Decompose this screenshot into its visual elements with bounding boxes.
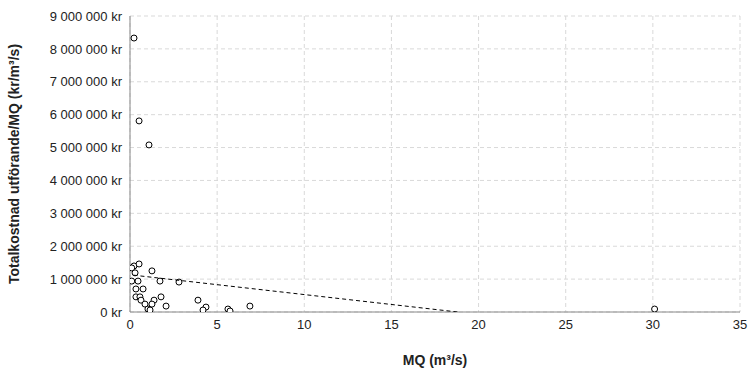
svg-text:5: 5 xyxy=(214,317,221,332)
svg-text:35: 35 xyxy=(733,317,747,332)
svg-text:0: 0 xyxy=(126,317,133,332)
svg-text:30: 30 xyxy=(646,317,660,332)
svg-text:4 000 000 kr: 4 000 000 kr xyxy=(50,173,123,188)
svg-text:1 000 000 kr: 1 000 000 kr xyxy=(50,272,123,287)
svg-text:2 000 000 kr: 2 000 000 kr xyxy=(50,239,123,254)
svg-text:20: 20 xyxy=(471,317,485,332)
svg-text:6 000 000 kr: 6 000 000 kr xyxy=(50,107,123,122)
svg-text:15: 15 xyxy=(384,317,398,332)
svg-text:0 kr: 0 kr xyxy=(100,305,122,320)
svg-text:3 000 000 kr: 3 000 000 kr xyxy=(50,206,123,221)
svg-text:5 000 000 kr: 5 000 000 kr xyxy=(50,140,123,155)
svg-text:MQ (m³/s): MQ (m³/s) xyxy=(403,352,468,368)
svg-text:8 000 000 kr: 8 000 000 kr xyxy=(50,42,123,57)
svg-text:25: 25 xyxy=(558,317,572,332)
svg-text:Totalkostnad utförande/MQ (kr/: Totalkostnad utförande/MQ (kr/m³/s) xyxy=(8,44,22,284)
svg-text:9 000 000 kr: 9 000 000 kr xyxy=(50,9,123,24)
svg-text:10: 10 xyxy=(297,317,311,332)
svg-text:7 000 000 kr: 7 000 000 kr xyxy=(50,74,123,89)
